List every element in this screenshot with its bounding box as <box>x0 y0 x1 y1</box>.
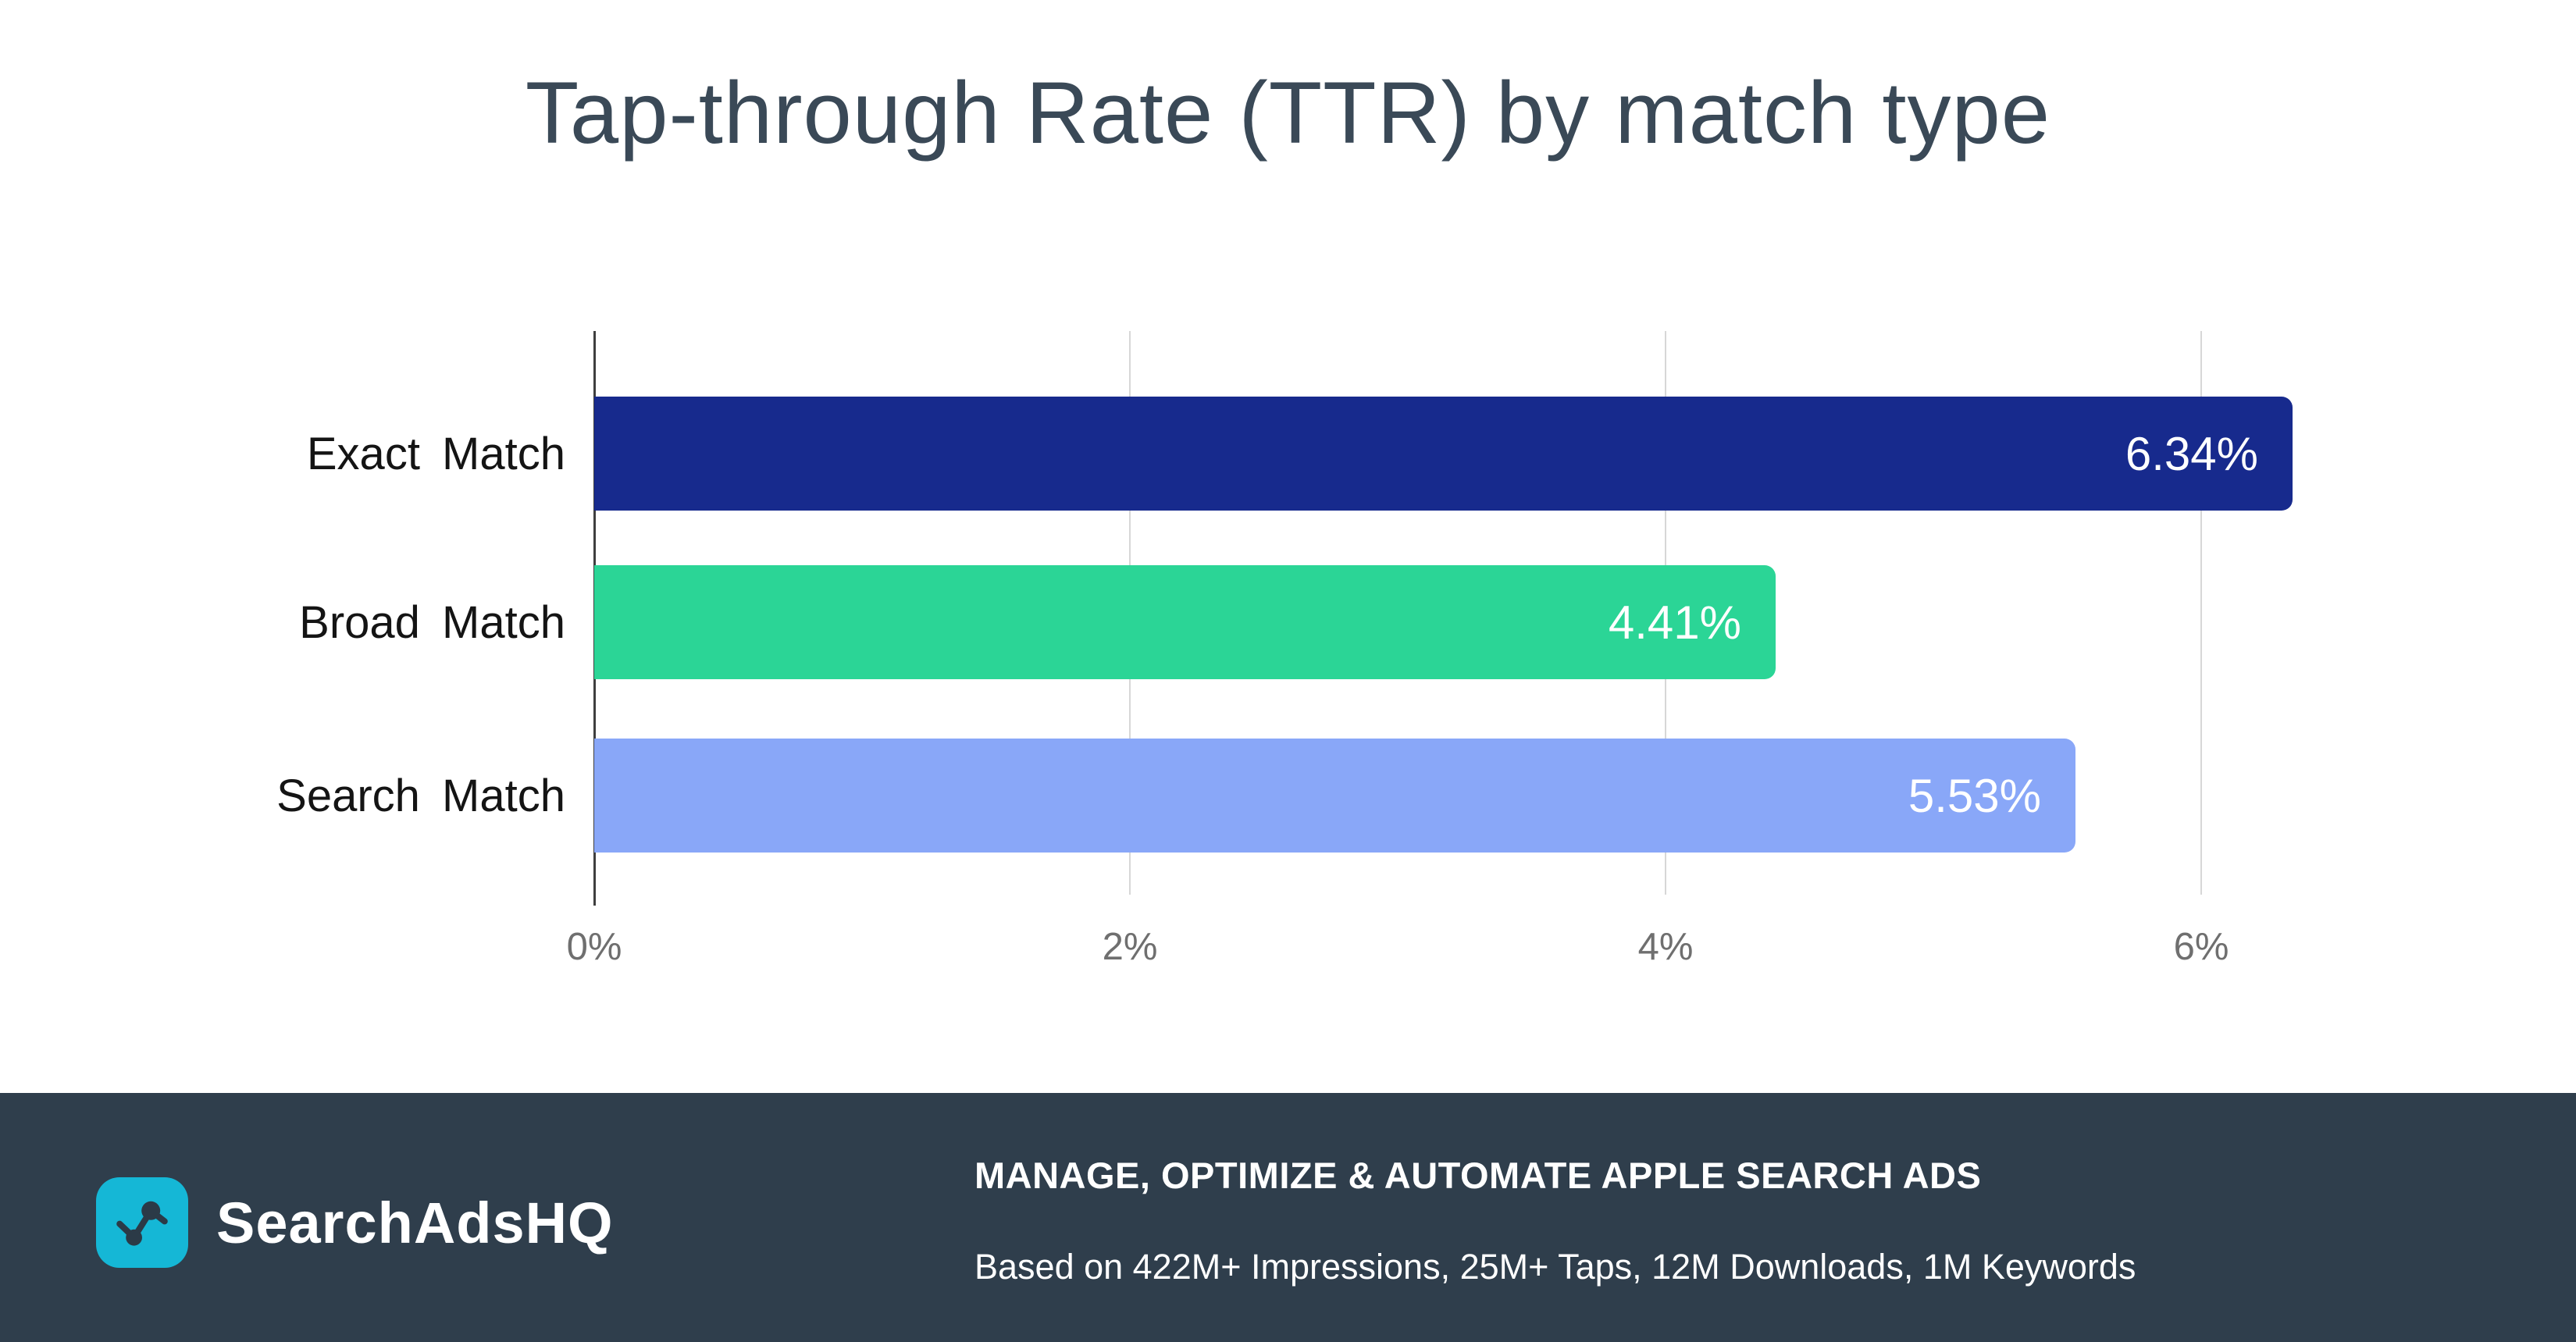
brand-name: SearchAdsHQ <box>216 1190 614 1255</box>
bar-row-search-match: Search Match 5.53% <box>0 739 2576 853</box>
category-label: Search Match <box>276 770 565 821</box>
bar-broad-match: 4.41% <box>594 565 1776 679</box>
footer-subtext: Based on 422M+ Impressions, 25M+ Taps, 1… <box>974 1247 2136 1287</box>
page-title: Tap-through Rate (TTR) by match type <box>525 64 2051 162</box>
bar-value-label: 5.53% <box>1908 769 2041 822</box>
bar-search-match: 5.53% <box>594 739 2075 853</box>
bar-row-broad-match: Broad Match 4.41% <box>0 565 2576 679</box>
x-tick-4pct: 4% <box>1637 926 1694 968</box>
footer-banner: SearchAdsHQ MANAGE, OPTIMIZE & AUTOMATE … <box>0 1093 2576 1342</box>
category-label: Broad Match <box>299 596 565 648</box>
brand-lockup: SearchAdsHQ <box>96 1177 614 1268</box>
line-chart-icon <box>116 1201 168 1246</box>
footer-headline: MANAGE, OPTIMIZE & AUTOMATE APPLE SEARCH… <box>974 1155 1982 1196</box>
bar-exact-match: 6.34% <box>594 397 2293 511</box>
searchadshq-logo <box>96 1177 188 1268</box>
gridline-6pct <box>2200 331 2202 895</box>
x-tick-6pct: 6% <box>2173 926 2229 968</box>
bar-value-label: 4.41% <box>1608 596 1741 649</box>
bar-row-exact-match: Exact Match 6.34% <box>0 397 2576 511</box>
bar-value-label: 6.34% <box>2125 427 2258 480</box>
category-label: Exact Match <box>306 428 565 479</box>
x-tick-2pct: 2% <box>1102 926 1158 968</box>
ttr-bar-chart: Exact Match 6.34% Broad Match 4.41% Sear… <box>0 331 2576 968</box>
x-tick-0pct: 0% <box>566 926 622 968</box>
